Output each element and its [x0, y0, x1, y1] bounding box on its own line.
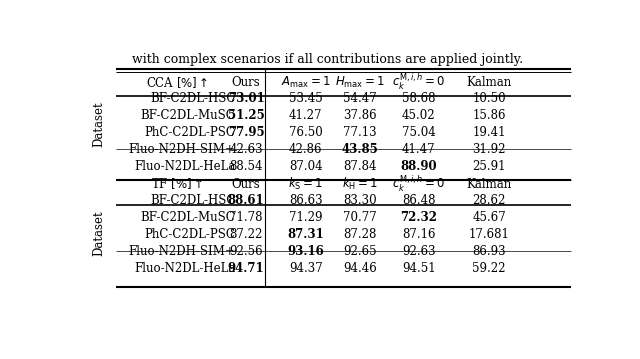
- Text: 87.04: 87.04: [289, 160, 323, 173]
- Text: CCA $[\%]$$\uparrow$: CCA $[\%]$$\uparrow$: [146, 75, 208, 90]
- Text: 25.91: 25.91: [472, 160, 506, 173]
- Text: Fluo-N2DL-HeLa: Fluo-N2DL-HeLa: [134, 262, 236, 275]
- Text: 87.28: 87.28: [344, 228, 377, 241]
- Text: $A_\mathrm{max}=1$: $A_\mathrm{max}=1$: [281, 75, 330, 90]
- Text: 77.95: 77.95: [228, 126, 264, 139]
- Text: Kalman: Kalman: [467, 178, 512, 191]
- Text: 73.01: 73.01: [228, 92, 264, 105]
- Text: Ours: Ours: [232, 76, 260, 89]
- Text: 15.86: 15.86: [472, 109, 506, 122]
- Text: $c_k^{\mathrm{M},i,h}=0$: $c_k^{\mathrm{M},i,h}=0$: [392, 174, 445, 194]
- Text: 93.16: 93.16: [287, 245, 324, 258]
- Text: 70.77: 70.77: [344, 211, 377, 224]
- Text: 10.50: 10.50: [472, 92, 506, 105]
- Text: Fluo-N2DH-SIM+: Fluo-N2DH-SIM+: [129, 245, 236, 258]
- Text: TF $[\%]$$\uparrow$: TF $[\%]$$\uparrow$: [151, 177, 203, 192]
- Text: 42.63: 42.63: [229, 143, 263, 156]
- Text: Ours: Ours: [232, 178, 260, 191]
- Text: 42.86: 42.86: [289, 143, 323, 156]
- Text: 41.27: 41.27: [289, 109, 323, 122]
- Text: 76.50: 76.50: [289, 126, 323, 139]
- Text: BF-C2DL-HSC: BF-C2DL-HSC: [150, 194, 236, 206]
- Text: 92.56: 92.56: [229, 245, 263, 258]
- Text: 28.62: 28.62: [472, 194, 506, 206]
- Text: 94.37: 94.37: [289, 262, 323, 275]
- Text: with complex scenarios if all contributions are applied jointly.: with complex scenarios if all contributi…: [132, 53, 524, 66]
- Text: 53.45: 53.45: [289, 92, 323, 105]
- Text: Fluo-N2DL-HeLa: Fluo-N2DL-HeLa: [134, 160, 236, 173]
- Text: 94.46: 94.46: [344, 262, 377, 275]
- Text: Dataset: Dataset: [92, 211, 106, 256]
- Text: 71.29: 71.29: [289, 211, 323, 224]
- Text: BF-C2DL-MuSC: BF-C2DL-MuSC: [141, 109, 236, 122]
- Text: 43.85: 43.85: [342, 143, 379, 156]
- Text: 87.22: 87.22: [230, 228, 263, 241]
- Text: 75.04: 75.04: [402, 126, 436, 139]
- Text: 87.31: 87.31: [287, 228, 324, 241]
- Text: 88.61: 88.61: [228, 194, 264, 206]
- Text: 51.25: 51.25: [228, 109, 264, 122]
- Text: 92.63: 92.63: [402, 245, 436, 258]
- Text: Dataset: Dataset: [92, 102, 106, 148]
- Text: $k_\mathrm{S}=1$: $k_\mathrm{S}=1$: [288, 176, 323, 192]
- Text: $H_\mathrm{max}=1$: $H_\mathrm{max}=1$: [335, 75, 385, 90]
- Text: 71.78: 71.78: [229, 211, 263, 224]
- Text: 87.16: 87.16: [402, 228, 435, 241]
- Text: 88.90: 88.90: [401, 160, 437, 173]
- Text: $c_k^{\mathrm{M},i,h}=0$: $c_k^{\mathrm{M},i,h}=0$: [392, 72, 445, 92]
- Text: 88.54: 88.54: [229, 160, 263, 173]
- Text: PhC-C2DL-PSC: PhC-C2DL-PSC: [145, 126, 236, 139]
- Text: 37.86: 37.86: [344, 109, 377, 122]
- Text: 86.93: 86.93: [472, 245, 506, 258]
- Text: 77.13: 77.13: [344, 126, 377, 139]
- Text: 83.30: 83.30: [344, 194, 377, 206]
- Text: Fluo-N2DH-SIM+: Fluo-N2DH-SIM+: [129, 143, 236, 156]
- Text: Kalman: Kalman: [467, 76, 512, 89]
- Text: 94.51: 94.51: [402, 262, 436, 275]
- Text: 72.32: 72.32: [400, 211, 437, 224]
- Text: 86.63: 86.63: [289, 194, 323, 206]
- Text: $k_\mathrm{H}=1$: $k_\mathrm{H}=1$: [342, 176, 378, 192]
- Text: 17.681: 17.681: [468, 228, 509, 241]
- Text: PhC-C2DL-PSC: PhC-C2DL-PSC: [145, 228, 236, 241]
- Text: 45.67: 45.67: [472, 211, 506, 224]
- Text: 86.48: 86.48: [402, 194, 435, 206]
- Text: 45.02: 45.02: [402, 109, 436, 122]
- Text: 94.71: 94.71: [228, 262, 264, 275]
- Text: 54.47: 54.47: [344, 92, 377, 105]
- Text: 31.92: 31.92: [472, 143, 506, 156]
- Text: 59.22: 59.22: [472, 262, 506, 275]
- Text: BF-C2DL-MuSC: BF-C2DL-MuSC: [141, 211, 236, 224]
- Text: 58.68: 58.68: [402, 92, 435, 105]
- Text: 87.84: 87.84: [344, 160, 377, 173]
- Text: 41.47: 41.47: [402, 143, 436, 156]
- Text: 92.65: 92.65: [344, 245, 377, 258]
- Text: BF-C2DL-HSC: BF-C2DL-HSC: [150, 92, 236, 105]
- Text: 19.41: 19.41: [472, 126, 506, 139]
